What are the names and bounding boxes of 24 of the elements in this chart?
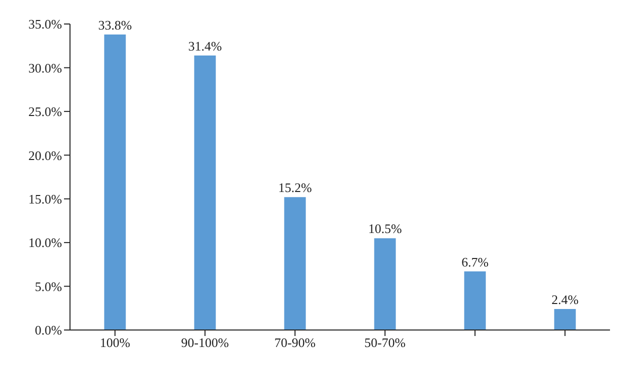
bar (284, 197, 306, 330)
y-tick-label: 5.0% (34, 278, 62, 294)
x-tick-label: 50-70% (364, 335, 406, 350)
bar (194, 55, 216, 330)
y-tick-label: 15.0% (28, 191, 62, 206)
x-tick-label: 90-100% (181, 335, 229, 350)
data-label: 2.4% (551, 292, 579, 308)
bar (104, 34, 126, 330)
y-tick-label: 25.0% (28, 104, 62, 120)
x-tick-label: 70-90% (274, 335, 316, 350)
x-tick-label: 100% (100, 335, 130, 350)
bar (374, 238, 396, 330)
data-label: 10.5% (368, 221, 402, 236)
y-tick-label: 35.0% (28, 16, 62, 32)
y-tick-label: 30.0% (28, 60, 62, 76)
data-label: 6.7% (461, 254, 489, 270)
y-tick-label: 10.0% (28, 235, 62, 250)
y-tick-label: 0.0% (34, 322, 62, 338)
data-label: 15.2% (278, 180, 312, 196)
data-label: 33.8% (98, 17, 132, 32)
y-tick-label: 20.0% (28, 148, 62, 163)
data-label: 31.4% (188, 38, 222, 54)
bar (554, 309, 576, 330)
bar (464, 271, 486, 330)
